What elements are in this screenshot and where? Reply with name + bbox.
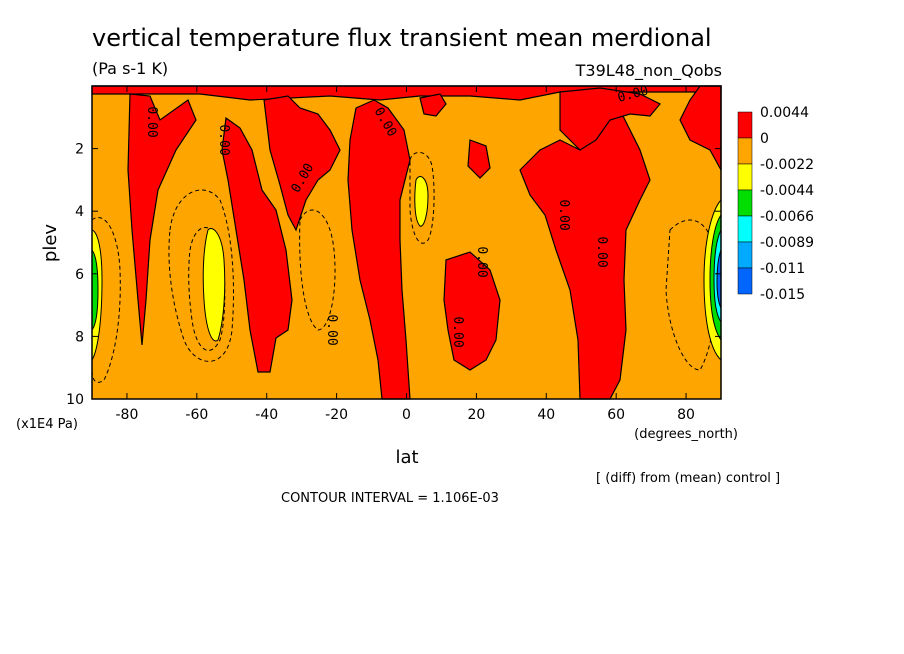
- legend-level-label: -0.015: [760, 287, 805, 303]
- x-tick-label: 20: [467, 407, 485, 423]
- legend-swatch: [737, 267, 753, 295]
- legend-level-label: -0.0022: [760, 157, 814, 173]
- y-axis-scale-label: (x1E4 Pa): [16, 417, 78, 432]
- neg-contour-mid-n: [299, 209, 336, 331]
- x-tick-label: -40: [255, 407, 278, 423]
- left-edge-green: [91, 248, 99, 332]
- run-label: T39L48_non_Qobs: [575, 61, 722, 81]
- x-tick-label: -80: [116, 407, 139, 423]
- contour-label: 0.00: [324, 314, 339, 345]
- neg-contour-left-edge: [91, 217, 121, 383]
- y-tick-label: 6: [75, 267, 84, 283]
- red-region-small-n: [419, 93, 447, 117]
- legend-level-label: 0: [760, 131, 769, 147]
- units-label: (Pa s-1 K): [92, 59, 168, 78]
- legend-swatch: [737, 215, 753, 243]
- x-axis-units-label: (degrees_north): [634, 427, 738, 442]
- positive-regions: [91, 85, 722, 400]
- contour-interval: CONTOUR INTERVAL = 1.106E-03: [281, 491, 499, 506]
- red-region-band-74s: [127, 93, 197, 346]
- x-tick-label: 80: [677, 407, 695, 423]
- right-edge-blue: [716, 249, 722, 309]
- red-region-blob-12n: [467, 139, 491, 179]
- plot-area: 0.00 0.00 0.00 0.00 0.00 0.00 0.00 0.00 …: [91, 83, 722, 400]
- neg-contour-60s-outer: [168, 189, 234, 362]
- color-legend: 0.0044 0 -0.0022 -0.0044 -0.0066 -0.0089 -0.01…: [737, 105, 814, 303]
- y-axis: 2 4 6 8 10 plev (x1E4 Pa): [16, 142, 721, 432]
- legend-swatch: [737, 111, 753, 139]
- negative-fills: [91, 176, 722, 362]
- yellow-min-eq: [414, 176, 429, 227]
- red-region-band-10s: [347, 99, 411, 400]
- x-axis-label: lat: [395, 447, 418, 468]
- contour-label: 0.00: [474, 246, 489, 277]
- neg-contour-eq: [409, 152, 435, 244]
- x-tick-label: -60: [185, 407, 208, 423]
- legend-swatch: [737, 189, 753, 217]
- chart-title: vertical temperature flux transient mean…: [92, 24, 712, 52]
- contour-label: 0.00: [144, 106, 159, 137]
- legend-level-label: -0.0066: [760, 209, 814, 225]
- y-tick-label: 10: [66, 392, 84, 408]
- diff-note: [ (diff) from (mean) control ]: [596, 471, 780, 486]
- contour-label: 0.00: [594, 236, 609, 267]
- x-tick-label: -20: [325, 407, 348, 423]
- x-tick-label: 60: [607, 407, 625, 423]
- y-axis-label: plev: [40, 224, 61, 263]
- y-tick-label: 4: [75, 204, 84, 220]
- yellow-min-60s: [202, 228, 226, 342]
- x-tick-label: 0: [402, 407, 411, 423]
- y-tick-label: 2: [75, 142, 84, 158]
- x-tick-label: 40: [537, 407, 555, 423]
- y-tick-label: 8: [75, 329, 84, 345]
- legend-level-label: -0.0089: [760, 235, 814, 251]
- red-region-band-28s: [263, 95, 341, 232]
- contour-label: 0.00: [216, 124, 231, 155]
- legend-level-label: 0.0044: [760, 105, 809, 121]
- legend-level-label: -0.011: [760, 261, 805, 277]
- contour-label: 0.00: [450, 316, 465, 347]
- legend-swatch: [737, 137, 753, 165]
- contour-label: 0.00: [556, 199, 571, 230]
- red-region-upper-50n: [559, 87, 661, 151]
- red-region-band-44s: [221, 116, 293, 373]
- legend-level-label: -0.0044: [760, 183, 814, 199]
- legend-swatch: [737, 241, 753, 269]
- red-region-band-20n: [443, 251, 501, 371]
- legend-swatch: [737, 163, 753, 191]
- x-axis: -80 -60 -40 -20 0 20 40 60 80 lat (degrees_north…: [116, 86, 738, 468]
